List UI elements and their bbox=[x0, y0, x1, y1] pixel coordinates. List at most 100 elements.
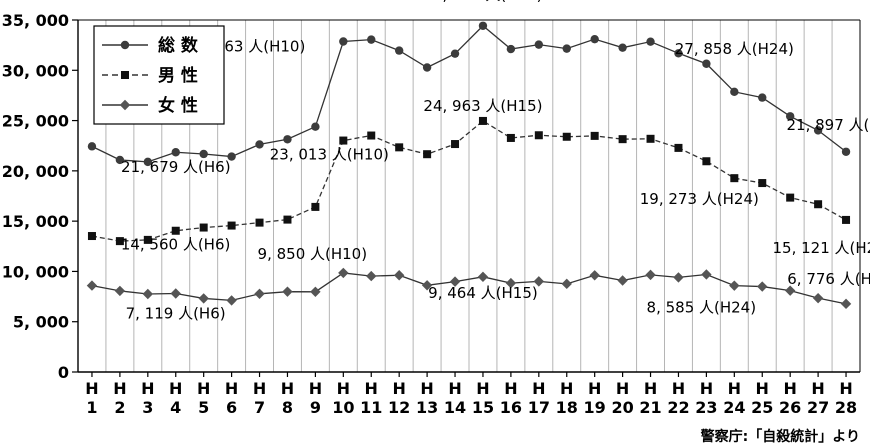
data-annotations: 34, 427 人(H15)32, 863 人(H10)21, 679 人(H6… bbox=[121, 0, 870, 322]
y-tick-labels: 0 5, 000 10, 000 15, 000 20, 000 25, 000 30, 0… bbox=[2, 11, 69, 382]
x-tick-label-year: 22 bbox=[667, 398, 689, 417]
data-point-diamond bbox=[561, 278, 572, 290]
data-point-circle bbox=[367, 35, 376, 44]
x-tick-label-era: H bbox=[253, 379, 266, 398]
data-point-circle bbox=[478, 21, 488, 30]
data-point-diamond bbox=[119, 99, 131, 111]
y-tick-label: 5, 000 bbox=[13, 313, 69, 332]
x-tick-label-year: 13 bbox=[416, 398, 438, 417]
data-point-diamond bbox=[226, 295, 237, 306]
x-tick-label-era: H bbox=[476, 379, 489, 398]
data-point-square bbox=[311, 202, 320, 211]
x-tick-label-year: 25 bbox=[751, 398, 773, 417]
y-tick-label: 25, 000 bbox=[2, 112, 69, 131]
x-tick-label-era: H bbox=[783, 379, 796, 398]
data-point-circle bbox=[785, 112, 795, 121]
data-point-square bbox=[730, 174, 739, 183]
data-point-square bbox=[255, 218, 264, 227]
data-point-diamond bbox=[393, 270, 405, 281]
y-tick-label: 20, 000 bbox=[2, 162, 69, 181]
x-tick-label-year: 8 bbox=[282, 398, 293, 417]
source-note: 警察庁:「自殺統計」より bbox=[701, 428, 860, 445]
data-point-circle bbox=[143, 157, 153, 167]
data-point-square bbox=[674, 143, 683, 152]
data-point-diamond bbox=[282, 286, 293, 297]
x-tick-label-year: 28 bbox=[835, 398, 857, 417]
data-point-square bbox=[339, 136, 348, 145]
data-point-diamond bbox=[729, 280, 740, 291]
x-tick-label-era: H bbox=[616, 379, 629, 398]
data-point-circle bbox=[87, 142, 97, 151]
data-point-circle bbox=[115, 155, 125, 165]
x-tick-label-year: 21 bbox=[639, 398, 661, 417]
data-point-diamond bbox=[617, 275, 628, 286]
x-tick-label-year: 18 bbox=[556, 398, 578, 417]
data-point-circle bbox=[450, 49, 460, 58]
series-lines bbox=[86, 21, 852, 310]
data-point-diamond bbox=[533, 276, 545, 287]
data-point-square bbox=[115, 237, 124, 246]
data-annotation: 15, 121 人(H28) bbox=[772, 239, 870, 257]
x-tick-label-era: H bbox=[85, 379, 98, 398]
data-point-square bbox=[87, 232, 96, 241]
data-point-square bbox=[562, 132, 571, 141]
x-tick-label-era: H bbox=[392, 379, 405, 398]
data-annotation: 6, 776 人(H28) bbox=[787, 270, 870, 288]
axes bbox=[72, 19, 861, 377]
data-point-circle bbox=[674, 49, 683, 58]
data-point-square bbox=[814, 200, 823, 209]
data-annotation: 7, 119 人(H6) bbox=[126, 304, 226, 322]
data-point-circle bbox=[339, 37, 348, 46]
data-point-diamond bbox=[477, 271, 489, 283]
x-tick-label-year: 26 bbox=[779, 398, 801, 417]
x-tick-label-era: H bbox=[504, 379, 517, 398]
x-tick-label-era: H bbox=[365, 379, 378, 398]
x-tick-label-year: 20 bbox=[611, 398, 633, 417]
x-tick-label-era: H bbox=[532, 379, 545, 398]
data-point-square bbox=[451, 140, 460, 149]
x-tick-label-year: 3 bbox=[142, 398, 153, 417]
data-point-square bbox=[618, 135, 627, 144]
data-point-circle bbox=[646, 37, 655, 46]
x-tick-label-year: 15 bbox=[472, 398, 494, 417]
x-tick-label-year: 14 bbox=[444, 398, 466, 417]
y-tick-label: 35, 000 bbox=[2, 11, 69, 30]
x-tick-label-era: H bbox=[588, 379, 601, 398]
x-tick-label-era: H bbox=[700, 379, 713, 398]
series-line-circle bbox=[91, 24, 847, 163]
x-tick-label-year: 11 bbox=[360, 398, 382, 417]
data-point-circle bbox=[422, 63, 432, 72]
data-point-diamond bbox=[86, 280, 98, 291]
data-point-square bbox=[395, 143, 404, 152]
grid-lines bbox=[105, 20, 833, 372]
data-point-square bbox=[758, 179, 767, 188]
x-tick-label-year: 7 bbox=[254, 398, 265, 417]
x-tick-label-era: H bbox=[448, 379, 461, 398]
data-point-square bbox=[143, 235, 152, 244]
data-point-square bbox=[423, 150, 432, 159]
data-point-circle bbox=[199, 149, 208, 159]
data-point-square bbox=[646, 134, 655, 143]
data-point-square bbox=[506, 133, 515, 142]
data-point-diamond bbox=[198, 293, 209, 304]
x-tick-label-year: 6 bbox=[226, 398, 237, 417]
data-point-diamond bbox=[310, 286, 321, 297]
data-point-circle bbox=[227, 152, 236, 161]
data-annotation: 8, 585 人(H24) bbox=[647, 299, 757, 317]
data-annotation: 9, 850 人(H10) bbox=[258, 245, 368, 263]
data-point-diamond bbox=[366, 270, 377, 282]
data-point-diamond bbox=[812, 292, 824, 304]
data-point-square bbox=[590, 131, 599, 140]
x-tick-label-era: H bbox=[839, 379, 852, 398]
data-point-diamond bbox=[142, 288, 154, 300]
data-point-circle bbox=[590, 34, 599, 44]
y-tick-label: 15, 000 bbox=[2, 212, 69, 231]
legend: 総 数男 性女 性 bbox=[93, 25, 225, 125]
data-annotation: 21, 679 人(H6) bbox=[121, 158, 231, 176]
x-tick-label-year: 24 bbox=[723, 398, 745, 417]
data-annotation: 27, 858 人(H24) bbox=[675, 40, 794, 58]
data-point-diamond bbox=[589, 270, 600, 281]
data-point-circle bbox=[506, 44, 516, 54]
data-point-square bbox=[171, 226, 180, 235]
x-tick-label-era: H bbox=[309, 379, 322, 398]
